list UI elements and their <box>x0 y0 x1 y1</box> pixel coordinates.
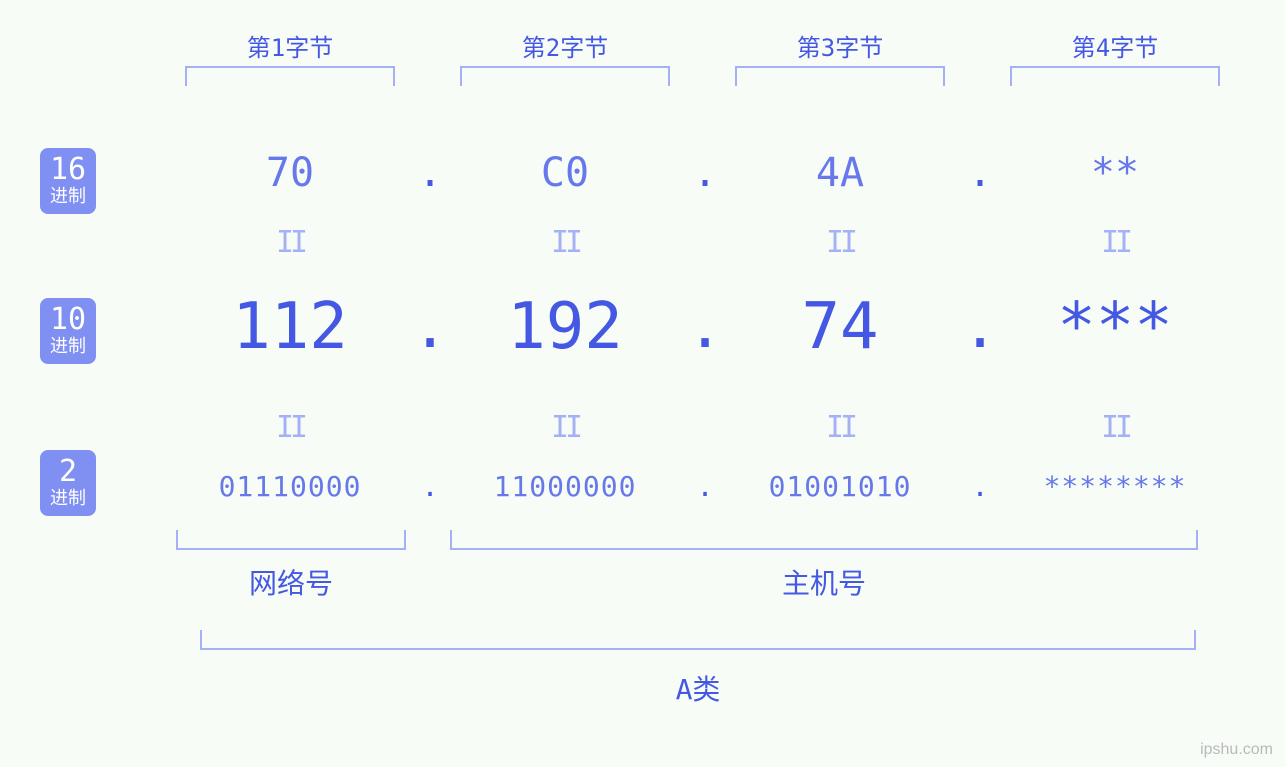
label-class: A类 <box>200 668 1196 708</box>
byte-header-2: 第2字节 <box>455 28 675 63</box>
bin-dot-2: . <box>685 470 725 503</box>
bottom-bracket-network <box>176 530 406 550</box>
label-network: 网络号 <box>176 562 406 602</box>
badge-dec: 10 进制 <box>40 298 96 364</box>
hex-byte-1: 70 <box>180 150 400 196</box>
hex-dot-3: . <box>960 150 1000 196</box>
bin-byte-4: ******** <box>1005 470 1225 503</box>
top-bracket-3 <box>735 66 945 86</box>
bin-byte-1: 01110000 <box>180 470 400 503</box>
dec-byte-4: *** <box>1005 290 1225 364</box>
eq-hex-dec-2: II <box>455 225 675 260</box>
dec-byte-1: 112 <box>180 290 400 364</box>
dec-dot-1: . <box>410 292 450 362</box>
label-host: 主机号 <box>450 562 1198 602</box>
byte-header-4: 第4字节 <box>1005 28 1225 63</box>
dec-byte-2: 192 <box>455 290 675 364</box>
eq-dec-bin-3: II <box>730 410 950 445</box>
eq-hex-dec-4: II <box>1005 225 1225 260</box>
badge-bin-label: 进制 <box>40 490 96 509</box>
badge-hex-number: 16 <box>40 154 96 186</box>
top-bracket-4 <box>1010 66 1220 86</box>
eq-dec-bin-1: II <box>180 410 400 445</box>
hex-byte-3: 4A <box>730 150 950 196</box>
bottom-bracket-class <box>200 630 1196 650</box>
dec-byte-3: 74 <box>730 290 950 364</box>
watermark: ipshu.com <box>1200 741 1273 759</box>
hex-dot-1: . <box>410 150 450 196</box>
hex-byte-4: ** <box>1005 150 1225 196</box>
bin-dot-3: . <box>960 470 1000 503</box>
badge-hex-label: 进制 <box>40 188 96 207</box>
bin-byte-2: 11000000 <box>455 470 675 503</box>
badge-bin: 2 进制 <box>40 450 96 516</box>
badge-dec-number: 10 <box>40 304 96 336</box>
bin-dot-1: . <box>410 470 450 503</box>
badge-bin-number: 2 <box>40 456 96 488</box>
byte-header-3: 第3字节 <box>730 28 950 63</box>
eq-hex-dec-1: II <box>180 225 400 260</box>
ip-diagram: 第1字节 第2字节 第3字节 第4字节 16 进制 10 进制 2 进制 70 … <box>0 0 1285 767</box>
eq-dec-bin-4: II <box>1005 410 1225 445</box>
hex-dot-2: . <box>685 150 725 196</box>
badge-dec-label: 进制 <box>40 338 96 357</box>
top-bracket-1 <box>185 66 395 86</box>
eq-hex-dec-3: II <box>730 225 950 260</box>
bottom-bracket-host <box>450 530 1198 550</box>
eq-dec-bin-2: II <box>455 410 675 445</box>
byte-header-1: 第1字节 <box>180 28 400 63</box>
top-bracket-2 <box>460 66 670 86</box>
dec-dot-2: . <box>685 292 725 362</box>
bin-byte-3: 01001010 <box>730 470 950 503</box>
hex-byte-2: C0 <box>455 150 675 196</box>
badge-hex: 16 进制 <box>40 148 96 214</box>
dec-dot-3: . <box>960 292 1000 362</box>
